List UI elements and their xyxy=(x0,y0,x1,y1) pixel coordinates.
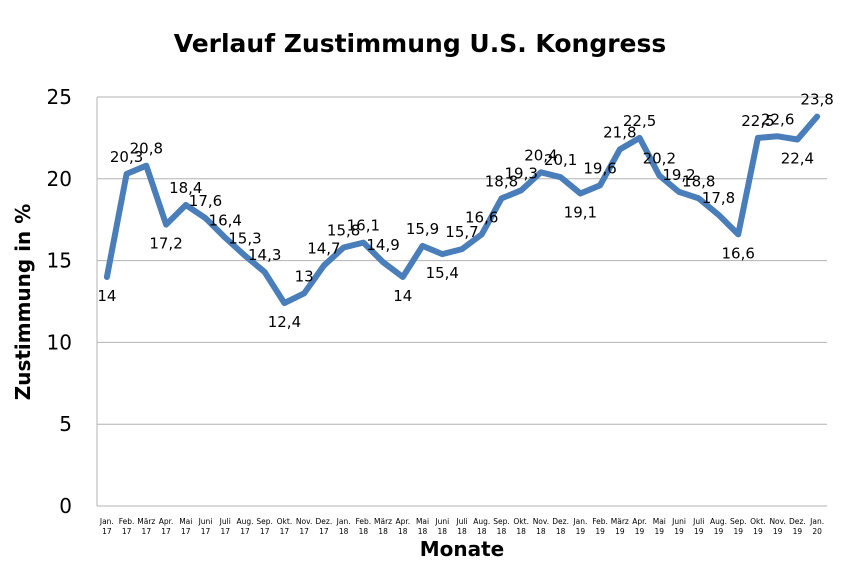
data-label: 14,7 xyxy=(307,240,340,258)
x-tick-label: Okt. 19 xyxy=(750,517,766,536)
x-tick-label: Aug. 18 xyxy=(473,517,490,536)
x-tick-label: Jan. 20 xyxy=(809,517,824,536)
data-label: 16,1 xyxy=(347,217,380,235)
x-tick-label: Juni 19 xyxy=(671,517,686,536)
data-label: 20,1 xyxy=(544,151,577,169)
x-tick-label: Feb. 17 xyxy=(119,517,135,536)
y-tick-label: 15 xyxy=(47,249,72,273)
x-tick-label: Nov. 19 xyxy=(769,517,785,536)
series-line-layer xyxy=(103,113,821,307)
x-tick-label: Juli 18 xyxy=(455,517,467,536)
data-label: 17,6 xyxy=(189,192,222,210)
data-label: 16,4 xyxy=(209,212,242,230)
x-tick-label: Sep. 17 xyxy=(256,517,273,536)
x-axis-title: Monate xyxy=(420,537,505,561)
x-tick-label: Apr. 18 xyxy=(395,517,410,536)
data-label: 14,9 xyxy=(366,236,399,254)
data-label: 19,2 xyxy=(662,166,695,184)
data-label: 22,6 xyxy=(761,110,794,128)
x-tick-label: Dez. 17 xyxy=(316,517,333,536)
data-label: 18,8 xyxy=(485,172,518,190)
data-label: 14,3 xyxy=(248,246,281,264)
x-tick-label: Aug. 17 xyxy=(236,517,253,536)
series-line xyxy=(103,113,821,307)
y-tick-label: 25 xyxy=(47,85,72,109)
x-tick-label: Sep. 19 xyxy=(730,517,747,536)
data-label: 20,4 xyxy=(524,146,557,164)
data-labels: 14 20,320,8 17,2 18,417,6 16,415,314,3 12,4 13… xyxy=(97,91,834,332)
data-label: 12,4 xyxy=(268,313,301,331)
x-tick-label: Dez. 18 xyxy=(552,517,569,536)
x-tick-label: März 18 xyxy=(374,517,392,536)
y-tick-label: 20 xyxy=(47,167,72,191)
x-tick-label: Jan. 19 xyxy=(572,517,587,536)
data-label: 20,2 xyxy=(643,150,676,168)
data-label: 20,8 xyxy=(130,140,163,158)
x-tick-label: Dez. 19 xyxy=(789,517,806,536)
x-tick-label: Mai 18 xyxy=(416,517,429,536)
x-tick-label: Nov. 17 xyxy=(296,517,312,536)
data-label: 22,4 xyxy=(781,150,814,168)
x-tick-label: Nov. 18 xyxy=(533,517,549,536)
x-tick-label: Sep. 18 xyxy=(493,517,510,536)
x-tick-label: Juli 17 xyxy=(219,517,231,536)
x-tick-label: Feb. 18 xyxy=(356,517,372,536)
data-label: 15,7 xyxy=(445,223,478,241)
data-label: 16,6 xyxy=(722,244,755,262)
data-label: 20,3 xyxy=(110,148,143,166)
x-tick-label: Aug. 19 xyxy=(710,517,727,536)
y-tick-label: 10 xyxy=(47,330,72,354)
data-label: 22,5 xyxy=(623,112,656,130)
data-label: 14 xyxy=(393,287,412,305)
data-label: 14 xyxy=(97,287,116,305)
y-axis-ticks: 0 5 10 15 20 25 xyxy=(47,85,72,518)
x-tick-label: Okt. 17 xyxy=(277,517,293,536)
gridlines xyxy=(96,96,827,507)
data-label: 21,8 xyxy=(603,123,636,141)
data-label: 17,2 xyxy=(149,235,182,253)
x-tick-label: März 19 xyxy=(611,517,629,536)
data-label: 22,5 xyxy=(741,112,774,130)
x-tick-label: Mai 19 xyxy=(653,517,666,536)
chart-title: Verlauf Zustimmung U.S. Kongress xyxy=(174,29,667,58)
x-tick-label: Apr. 19 xyxy=(632,517,647,536)
x-tick-label: Juni 17 xyxy=(198,517,213,536)
data-label: 19,6 xyxy=(583,159,616,177)
y-axis-title: Zustimmung in % xyxy=(11,204,35,401)
data-label: 19,1 xyxy=(564,204,597,222)
x-tick-label: Juni 18 xyxy=(434,517,449,536)
data-label: 15,8 xyxy=(327,222,360,240)
data-label: 19,3 xyxy=(504,164,537,182)
x-tick-label: März 17 xyxy=(137,517,155,536)
data-label: 13 xyxy=(295,267,314,285)
data-label: 15,9 xyxy=(406,220,439,238)
data-label: 18,8 xyxy=(682,172,715,190)
data-label: 15,4 xyxy=(426,264,459,282)
data-label: 16,6 xyxy=(465,208,498,226)
y-tick-label: 5 xyxy=(59,412,72,436)
x-tick-label: Okt. 18 xyxy=(513,517,529,536)
y-tick-label: 0 xyxy=(59,494,72,518)
x-tick-label: Juli 19 xyxy=(692,517,704,536)
data-label: 17,8 xyxy=(702,189,735,207)
x-tick-label: Jan. 18 xyxy=(336,517,351,536)
x-tick-label: Jan. 17 xyxy=(99,517,114,536)
x-tick-label: Feb. 19 xyxy=(592,517,608,536)
data-label: 18,4 xyxy=(169,179,202,197)
data-label: 23,8 xyxy=(800,91,833,109)
data-label: 15,3 xyxy=(228,230,261,248)
x-tick-label: Mai 17 xyxy=(179,517,192,536)
x-tick-label: Apr. 17 xyxy=(159,517,174,536)
